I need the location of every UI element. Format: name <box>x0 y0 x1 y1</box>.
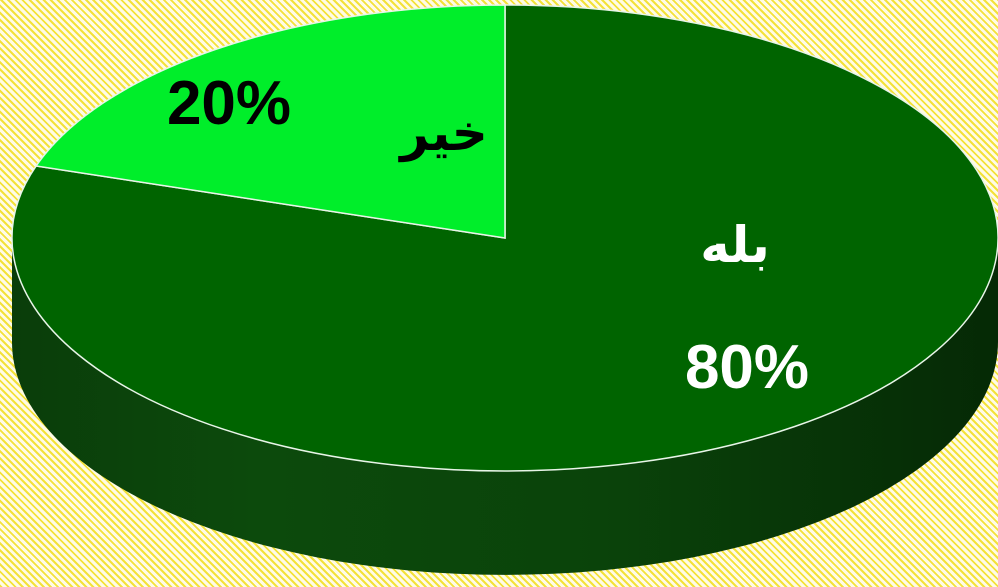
slice-no <box>34 4 506 239</box>
data-label-yes: 80% <box>685 333 809 402</box>
pie-side-wall <box>12 238 998 575</box>
slice-label-no: خیر <box>397 105 488 163</box>
slice-label-yes: بله <box>700 217 770 273</box>
data-label-no: 20% <box>167 69 291 138</box>
